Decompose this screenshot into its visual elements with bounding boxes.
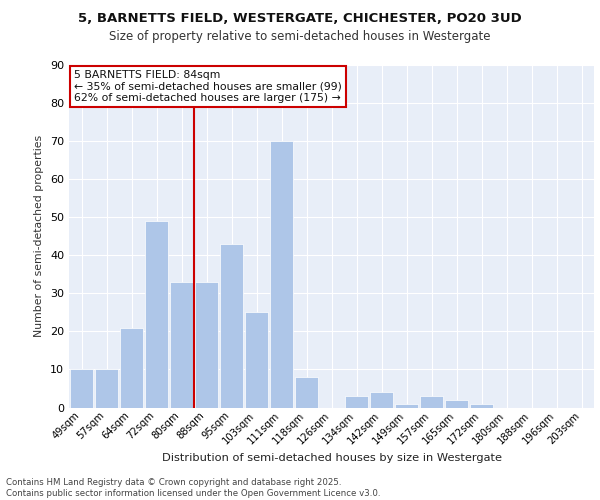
Bar — [395, 404, 418, 407]
Text: 5, BARNETTS FIELD, WESTERGATE, CHICHESTER, PO20 3UD: 5, BARNETTS FIELD, WESTERGATE, CHICHESTE… — [78, 12, 522, 26]
Bar — [270, 141, 293, 407]
Bar — [420, 396, 443, 407]
Bar — [95, 370, 118, 408]
Bar — [120, 328, 143, 407]
Text: 5 BARNETTS FIELD: 84sqm
← 35% of semi-detached houses are smaller (99)
62% of se: 5 BARNETTS FIELD: 84sqm ← 35% of semi-de… — [74, 70, 342, 103]
Bar — [145, 221, 168, 408]
Bar — [295, 377, 318, 408]
Bar — [170, 282, 193, 408]
Bar — [195, 282, 218, 408]
Bar — [245, 312, 268, 408]
Bar — [445, 400, 468, 407]
Bar — [70, 370, 93, 408]
Bar — [345, 396, 368, 407]
Bar — [370, 392, 393, 407]
X-axis label: Distribution of semi-detached houses by size in Westergate: Distribution of semi-detached houses by … — [161, 453, 502, 463]
Text: Contains HM Land Registry data © Crown copyright and database right 2025.
Contai: Contains HM Land Registry data © Crown c… — [6, 478, 380, 498]
Y-axis label: Number of semi-detached properties: Number of semi-detached properties — [34, 135, 44, 338]
Bar — [220, 244, 243, 408]
Text: Size of property relative to semi-detached houses in Westergate: Size of property relative to semi-detach… — [109, 30, 491, 43]
Bar — [470, 404, 493, 407]
